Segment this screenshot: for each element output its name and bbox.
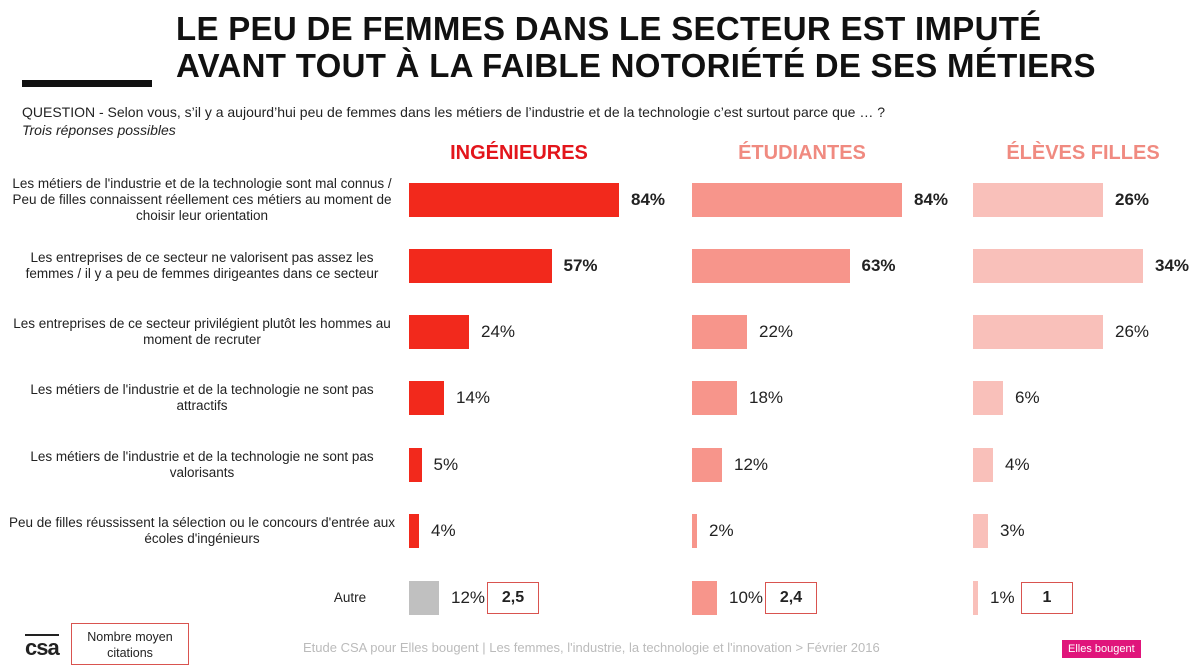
bar [692, 183, 902, 217]
row-label: Les entreprises de ce secteur ne valoris… [25, 250, 379, 281]
row-label: Les entreprises de ce secteur privilégie… [13, 316, 391, 347]
footer-source: Etude CSA pour Elles bougent | Les femme… [303, 640, 880, 655]
bar [692, 514, 697, 548]
row-label: Les métiers de l'industrie et de la tech… [30, 449, 374, 480]
row-label: Peu de filles réussissent la sélection o… [8, 515, 396, 546]
page-title: LE PEU DE FEMMES DANS LE SECTEUR EST IMP… [176, 10, 1096, 84]
bar [973, 315, 1103, 349]
value-label: 84% [914, 190, 949, 209]
bar [409, 381, 444, 415]
mean-citations-box: 2,4 [765, 582, 817, 614]
elles-bougent-logo: Elles bougent [1062, 640, 1141, 658]
title-line: AVANT TOUT À LA FAIBLE NOTORIÉTÉ DE SES … [176, 47, 1096, 84]
bar [973, 514, 988, 548]
bar [409, 183, 619, 217]
bar [973, 581, 978, 615]
bar [692, 381, 737, 415]
value-label: 4% [431, 521, 456, 540]
question-note: Trois réponses possibles [22, 122, 176, 138]
value-label: 57% [563, 256, 598, 275]
value-label: 2% [709, 521, 734, 540]
value-label: 26% [1115, 322, 1150, 341]
bar [409, 249, 552, 283]
value-label: 5% [433, 455, 459, 474]
value-label: 12% [451, 588, 486, 607]
value-label: 12% [734, 455, 769, 474]
value-label: 1% [990, 588, 1015, 607]
group-heading: ÉTUDIANTES [738, 142, 866, 164]
question-text: QUESTION - Selon vous, s’il y a aujourd’… [22, 104, 885, 120]
value-label: 14% [456, 388, 491, 407]
bar [409, 448, 422, 482]
value-label: 4% [1005, 455, 1030, 474]
group-heading: ÉLÈVES FILLES [1006, 142, 1160, 164]
value-label: 22% [759, 322, 794, 341]
bar [692, 249, 850, 283]
mean-citations-box: 1 [1021, 582, 1073, 614]
value-label: 84% [631, 190, 666, 209]
bar [409, 514, 419, 548]
row-label: Les métiers de l'industrie et de la tech… [12, 176, 392, 223]
value-label: 34% [1155, 256, 1190, 275]
value-label: 26% [1115, 190, 1150, 209]
value-label: 63% [861, 256, 896, 275]
value-label: 3% [1000, 521, 1025, 540]
mean-citations-box: 2,5 [487, 582, 539, 614]
value-label: 18% [749, 388, 784, 407]
group-heading: INGÉNIEURES [450, 142, 588, 164]
bar [973, 448, 993, 482]
row-label: Autre [333, 590, 367, 605]
bar [973, 183, 1103, 217]
value-label: 10% [729, 588, 764, 607]
value-label: 6% [1015, 388, 1040, 407]
bar [692, 448, 722, 482]
row-label: Les métiers de l'industrie et de la tech… [30, 382, 374, 413]
bar [692, 581, 717, 615]
bar [973, 381, 1003, 415]
title-line: LE PEU DE FEMMES DANS LE SECTEUR EST IMP… [176, 10, 1042, 47]
csa-logo: csa [25, 634, 60, 660]
bar [692, 315, 747, 349]
value-label: 24% [481, 322, 516, 341]
bar [409, 581, 439, 615]
title-rule [22, 80, 152, 87]
bar [409, 315, 469, 349]
mean-citations-legend: Nombre moyen citations [71, 623, 189, 665]
bar [973, 249, 1143, 283]
